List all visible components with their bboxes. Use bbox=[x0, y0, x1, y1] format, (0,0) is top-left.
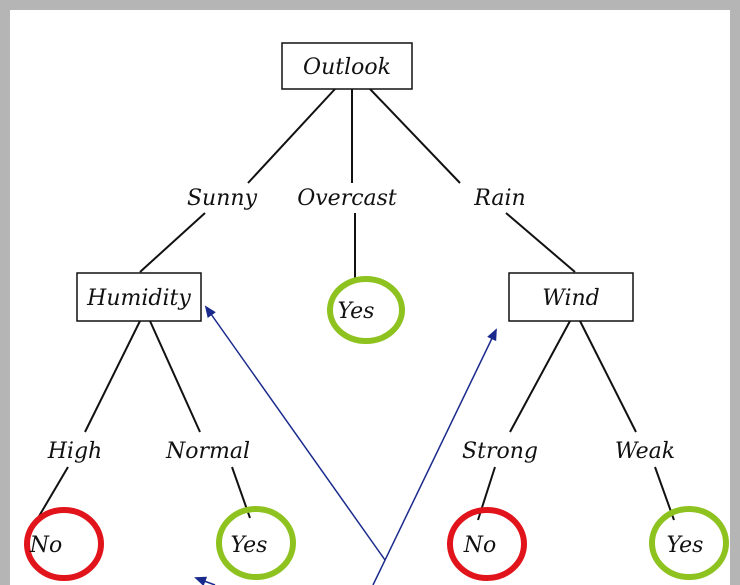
branch-labels: Sunny Overcast Rain High Normal Strong W… bbox=[47, 186, 675, 464]
yes-circle bbox=[216, 506, 296, 580]
branch-high: High bbox=[47, 439, 102, 464]
leaf-label-yes: Yes bbox=[667, 533, 704, 558]
edge-rain-wind bbox=[505, 212, 576, 273]
edge-sunny-humidity bbox=[139, 212, 206, 273]
no-circle bbox=[24, 507, 104, 581]
leaf-label-no: No bbox=[463, 533, 497, 558]
wind-label: Wind bbox=[542, 286, 600, 311]
arrow-to-humidity bbox=[204, 305, 386, 561]
leaf-weak-yes: Yes bbox=[649, 506, 729, 580]
outlook-box bbox=[281, 42, 413, 90]
leaf-strong-no: No bbox=[447, 507, 527, 581]
yes-circle bbox=[327, 276, 405, 344]
edge-humidity-normal bbox=[149, 320, 201, 433]
arrow-to-left bbox=[194, 576, 216, 585]
humidity-box bbox=[76, 272, 202, 322]
branch-sunny: Sunny bbox=[187, 186, 258, 211]
leaf-label-no: No bbox=[29, 533, 63, 558]
tree-edges bbox=[34, 88, 675, 524]
branch-weak: Weak bbox=[615, 439, 675, 464]
leaf-overcast-yes: Yes bbox=[327, 276, 405, 344]
branch-strong: Strong bbox=[462, 439, 538, 464]
edge-outlook-sunny bbox=[247, 88, 336, 184]
branch-rain: Rain bbox=[473, 186, 525, 211]
leaf-normal-yes: Yes bbox=[216, 506, 296, 580]
edge-high-no bbox=[34, 466, 69, 524]
branch-normal: Normal bbox=[165, 439, 250, 464]
edge-humidity-high bbox=[84, 320, 141, 433]
arrow-to-wind bbox=[372, 328, 497, 585]
branch-overcast: Overcast bbox=[297, 186, 397, 211]
annotation-arrows bbox=[194, 305, 497, 585]
edge-wind-strong bbox=[509, 320, 571, 433]
leaf-high-no: No bbox=[24, 507, 104, 581]
outlook-label: Outlook bbox=[303, 55, 391, 80]
leaf-label-yes: Yes bbox=[338, 299, 375, 324]
wind-box bbox=[508, 272, 634, 322]
humidity-label: Humidity bbox=[86, 286, 191, 311]
yes-circle bbox=[649, 506, 729, 580]
node-humidity: Humidity bbox=[76, 272, 202, 322]
leaf-label-yes: Yes bbox=[231, 533, 268, 558]
no-circle bbox=[447, 507, 527, 581]
node-outlook: Outlook bbox=[281, 42, 413, 90]
node-wind: Wind bbox=[508, 272, 634, 322]
edge-wind-weak bbox=[579, 320, 637, 433]
edge-outlook-rain bbox=[369, 88, 461, 184]
